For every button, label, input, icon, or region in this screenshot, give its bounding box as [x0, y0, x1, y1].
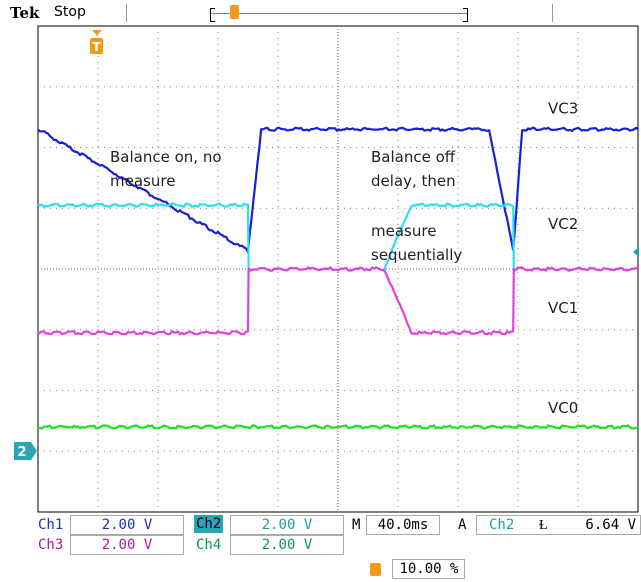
ch4-scale[interactable]: 2.00 V — [230, 535, 344, 555]
divider — [552, 4, 553, 22]
ch1-label[interactable]: Ch1 — [38, 517, 64, 533]
trigger-position-icon — [230, 5, 239, 19]
ch2-scale[interactable]: 2.00 V — [230, 515, 344, 535]
trace-label-vc1: VC1 — [548, 299, 578, 317]
readout-panel: Ch1 2.00 V Ch2 2.00 V M 40.0ms A Ch2 Ɫ 6… — [0, 514, 641, 582]
ch4-label[interactable]: Ch4 — [196, 537, 222, 553]
brand-logo: Tek — [10, 4, 40, 22]
trigger-marker: T — [90, 30, 103, 54]
trace-vc3 — [37, 126, 639, 254]
ch3-label[interactable]: Ch3 — [38, 537, 64, 553]
graticule — [38, 26, 638, 512]
ch1-scale[interactable]: 2.00 V — [70, 515, 184, 535]
traces — [37, 126, 639, 430]
trigger-level-marker — [633, 247, 639, 257]
timebase-value[interactable]: 40.0ms — [366, 515, 440, 535]
divider — [126, 4, 127, 22]
trigger-position-icon — [370, 562, 381, 576]
annotation-line: delay, then — [371, 172, 456, 190]
trace-label-vc3: VC3 — [548, 99, 578, 117]
trigger-position-value: 10.00 % — [392, 559, 466, 579]
annotations: Balance on, no measure Balance off delay, t… — [110, 148, 462, 264]
annotation-line: Balance off — [371, 148, 456, 166]
trace-label-vc2: VC2 — [548, 215, 578, 233]
trigger-readout[interactable]: Ch2 Ɫ 6.64 V — [476, 515, 641, 535]
trace-labels: VC3 VC2 VC1 VC0 — [548, 99, 578, 417]
ground-marker-label: 2 — [17, 445, 26, 460]
trigger-marker-label: T — [92, 40, 101, 54]
ch3-scale[interactable]: 2.00 V — [70, 535, 184, 555]
timebase-label: M — [352, 517, 361, 533]
trigger-level: 6.64 V — [585, 517, 636, 533]
annotation-line: measure — [110, 172, 175, 190]
ground-marker-ch2: 2 — [14, 442, 37, 460]
trace-label-vc0: VC0 — [548, 399, 578, 417]
trace-vc1 — [37, 266, 639, 336]
trace-vc0 — [38, 424, 639, 430]
record-position-bar — [210, 5, 468, 22]
acquisition-state: Stop — [54, 4, 86, 20]
trigger-source: Ch2 — [489, 517, 515, 533]
trigger-position[interactable]: 10.00 % — [370, 559, 466, 579]
status-bar: Tek Stop — [0, 0, 641, 24]
falling-edge-icon: Ɫ — [539, 517, 548, 533]
annotation-line: sequentially — [371, 246, 462, 264]
trigger-mode-label: A — [458, 517, 467, 533]
annotation-line: measure — [371, 222, 436, 240]
ch2-label[interactable]: Ch2 — [194, 515, 224, 533]
annotation-line: Balance on, no — [110, 148, 222, 166]
